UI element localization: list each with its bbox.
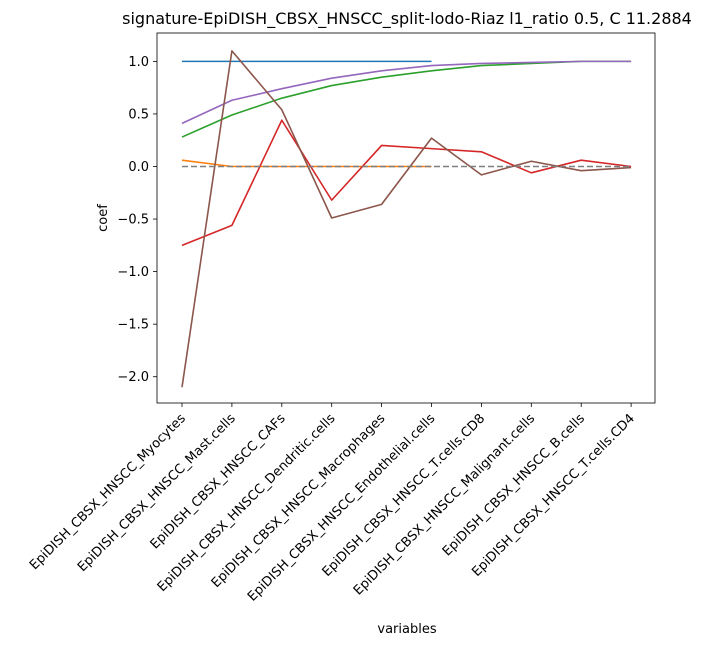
chart-title: signature-EpiDISH_CBSX_HNSCC_split-lodo-… (122, 9, 692, 29)
x-axis-label: variables (377, 622, 436, 637)
series-line-5 (181, 60, 632, 125)
plot-frame (156, 32, 656, 404)
x-tick-label: EpiDISH_CBSX_HNSCC_Dendritic.cells (155, 411, 339, 595)
series-layer (181, 50, 632, 388)
y-tick-label: −2.0 (117, 370, 149, 385)
x-tick-label: EpiDISH_CBSX_HNSCC_Macrophages (209, 411, 389, 591)
y-tick-label: 1.0 (128, 55, 149, 70)
plot-background (157, 33, 655, 403)
y-tick-label: 0.0 (128, 160, 149, 175)
y-axis-label: coef (96, 204, 111, 232)
x-tick-label: EpiDISH_CBSX_HNSCC_Malignant.cells (351, 411, 538, 598)
y-tick-label: 0.5 (128, 107, 149, 122)
y-tick-label: −1.5 (117, 318, 149, 333)
y-tick-label: −0.5 (117, 213, 149, 228)
x-axis: EpiDISH_CBSX_HNSCC_MyocytesEpiDISH_CBSX_… (27, 403, 638, 605)
y-axis: −2.0 −1.5 −1.0 −0.5 0.0 0.5 1.0 (117, 55, 157, 385)
x-tick-label: EpiDISH_CBSX_HNSCC_Endothelial.cells (245, 411, 438, 604)
y-tick-label: −1.0 (117, 265, 149, 280)
